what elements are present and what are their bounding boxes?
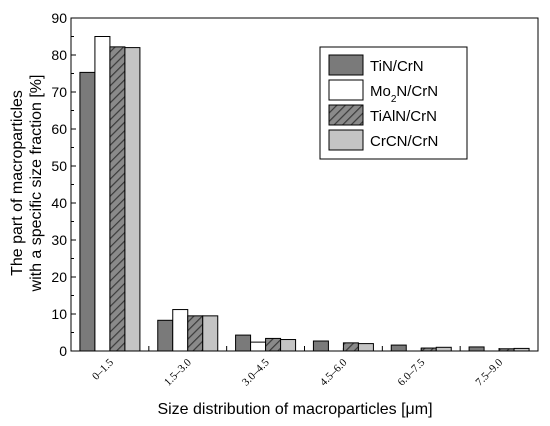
bar [187, 315, 204, 352]
x-axis-label: Size distribution of macroparticles [μm] [157, 401, 432, 418]
y-tick-label: 10 [51, 306, 67, 322]
y-tick-label: 0 [59, 343, 67, 359]
y-tick-label: 90 [51, 10, 67, 26]
plot-frame [70, 17, 539, 352]
y-tick-label: 50 [51, 158, 67, 174]
bar [312, 340, 329, 352]
y-axis: 0 10 20 30 40 50 60 70 80 90 [51, 10, 76, 359]
bar [124, 47, 141, 352]
bar [250, 341, 267, 352]
legend-label: CrCN/CrN [370, 133, 438, 150]
bar [280, 339, 297, 352]
bar [342, 342, 359, 352]
legend: TiN/CrN Mo2N/CrN TiAlN/CrN CrCN/CrN [319, 46, 468, 160]
legend-swatch [328, 79, 364, 101]
x-tick-label: 6.0–7.5 [396, 356, 428, 388]
bar [357, 343, 374, 352]
legend-swatch [328, 54, 364, 76]
bar [265, 337, 282, 352]
bar [498, 348, 515, 352]
bar [468, 346, 485, 352]
bar [79, 71, 96, 352]
y-tick-label: 20 [51, 269, 67, 285]
legend-label: TiAlN/CrN [370, 108, 437, 125]
y-tick-label: 40 [51, 195, 67, 211]
y-tick-label: 30 [51, 232, 67, 248]
bar [513, 347, 530, 352]
plot-area [70, 17, 539, 352]
bar [94, 36, 111, 352]
bar [172, 309, 189, 352]
legend-swatch [328, 129, 364, 151]
legend-label: Mo2N/CrN [370, 83, 438, 105]
bar [235, 334, 252, 352]
bar [202, 315, 219, 352]
x-tick-label: 4.5–6.0 [318, 356, 350, 388]
bar [435, 346, 452, 352]
y-tick-label: 80 [51, 47, 67, 63]
x-axis: 0–1.5 1.5–3.0 3.0–4.5 4.5–6.0 6.0–7.5 7.5–9.0 [90, 346, 506, 388]
x-tick-label: 0–1.5 [90, 356, 116, 382]
bar [157, 319, 174, 352]
x-tick-label: 3.0–4.5 [240, 356, 272, 388]
y-axis-label-line2: with a specific size fraction [%] [28, 75, 45, 293]
bar [420, 347, 437, 352]
x-tick-label: 1.5–3.0 [162, 356, 194, 388]
y-axis-label-line1: The part of macroparticles [9, 90, 26, 276]
bar [390, 344, 407, 352]
y-tick-label: 60 [51, 121, 67, 137]
bars [79, 36, 530, 352]
y-tick-label: 70 [51, 84, 67, 100]
x-tick-label: 7.5–9.0 [473, 356, 505, 388]
legend-label: TiN/CrN [370, 58, 424, 75]
legend-swatch [328, 104, 364, 126]
bar [109, 46, 126, 352]
